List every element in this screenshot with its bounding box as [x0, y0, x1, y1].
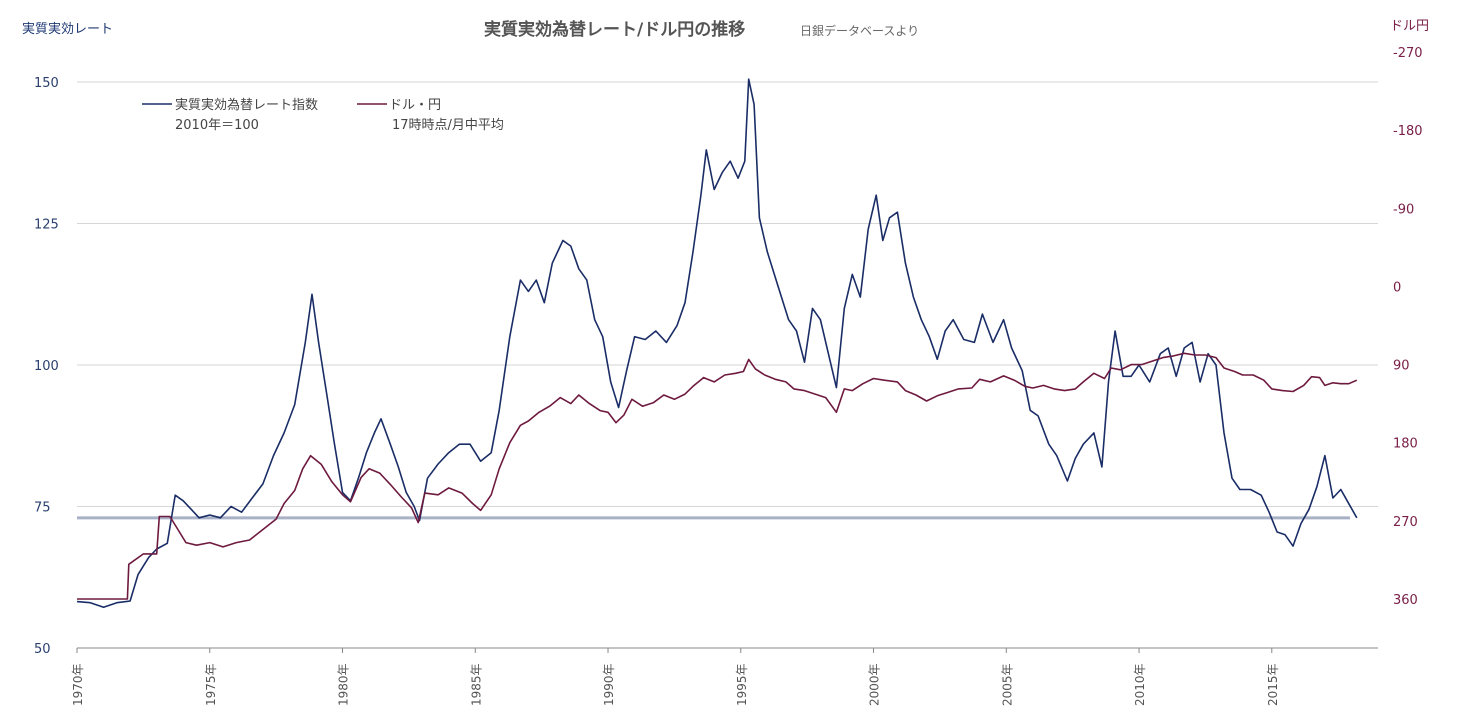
x-tick-label: 1970年	[71, 663, 85, 706]
left-tick-label: 150	[34, 76, 59, 91]
left-tick-label: 75	[34, 501, 51, 516]
left-tick-label: 50	[34, 642, 51, 657]
chart-subtitle: 日銀データベースより	[800, 23, 919, 38]
right-tick-label: 180	[1393, 437, 1418, 452]
right-axis-ticks: -270 -180 -90 0 90 180 270 360	[1393, 46, 1423, 608]
right-tick-label: 360	[1393, 593, 1418, 608]
left-tick-label: 125	[34, 218, 59, 233]
reer-series-line	[76, 78, 1358, 608]
series-lines	[76, 78, 1358, 608]
chart-title: 実質実効為替レート/ドル円の推移	[484, 19, 745, 40]
x-tick-label: 2010年	[1133, 663, 1147, 706]
x-axis-ticks: 1970年 1975年 1980年 1985年 1990年 1995年 2000年 2005年…	[71, 648, 1280, 706]
x-tick-label: 1980年	[337, 663, 351, 706]
right-tick-label: -180	[1393, 124, 1423, 139]
left-tick-label: 100	[34, 359, 59, 374]
gridlines	[77, 81, 1378, 507]
left-axis-title: 実質実効レート	[22, 21, 113, 37]
legend: 実質実効為替レート指数 2010年＝100 ドル・円 17時時点/月中平均	[142, 97, 504, 133]
legend-note-reer: 2010年＝100	[175, 118, 259, 133]
legend-label-reer: 実質実効為替レート指数	[175, 97, 318, 113]
x-tick-label: 2005年	[1000, 663, 1014, 706]
x-tick-label: 1990年	[602, 663, 616, 706]
x-tick-label: 2000年	[868, 663, 882, 706]
legend-label-usdjpy: ドル・円	[389, 98, 441, 113]
legend-note-usdjpy: 17時時点/月中平均	[392, 118, 504, 133]
right-tick-label: 270	[1393, 515, 1418, 530]
x-tick-label: 1995年	[735, 663, 749, 706]
right-axis-title: ドル円	[1390, 19, 1429, 34]
right-tick-label: 0	[1393, 280, 1401, 295]
x-tick-label: 1985年	[469, 663, 483, 706]
left-axis-ticks: 150 125 100 75 50	[34, 76, 59, 657]
x-tick-label: 1975年	[204, 663, 218, 706]
usdjpy-series-line	[77, 352, 1358, 600]
x-tick-label: 2015年	[1266, 663, 1280, 706]
right-tick-label: -90	[1393, 202, 1414, 217]
right-tick-label: -270	[1393, 46, 1423, 61]
right-tick-label: 90	[1393, 359, 1410, 374]
